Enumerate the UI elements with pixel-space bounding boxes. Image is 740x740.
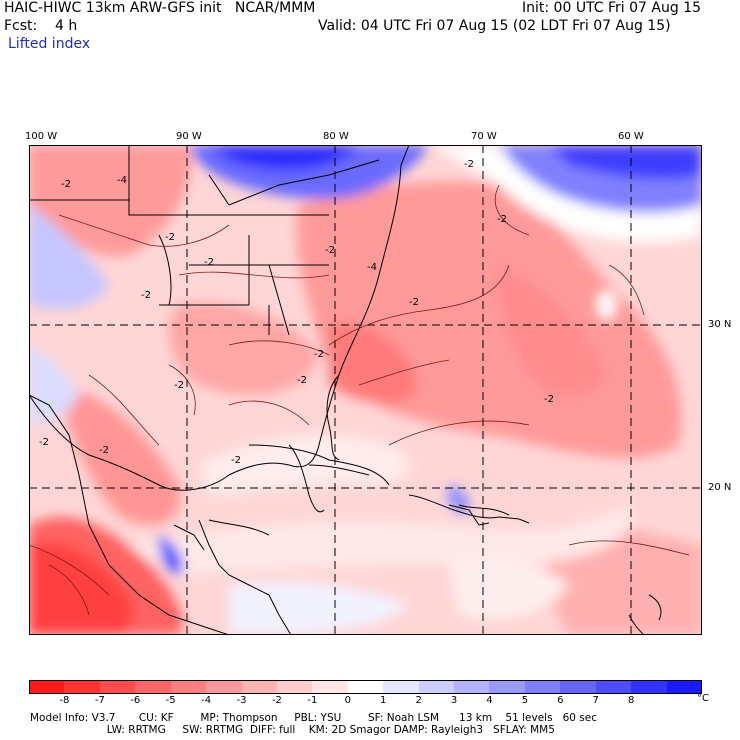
model-info-line1: Model Info: V3.7 CU: KF MP: Thompson PBL…	[30, 712, 597, 724]
colorbar-tick-label: 7	[592, 695, 599, 706]
field-name: Lifted index	[8, 36, 91, 52]
init-time: Init: 00 UTC Fri 07 Aug 15	[522, 0, 702, 16]
colorbar-tick-label: 0	[344, 695, 351, 706]
colorbar-swatch	[595, 680, 632, 694]
colorbar-swatch	[276, 680, 313, 694]
lon-label-100w: 100 W	[25, 131, 58, 142]
colorbar-tick-label: 8	[627, 695, 635, 706]
colorbar-tick-label: -5	[165, 695, 176, 706]
lon-label-70w: 70 W	[471, 131, 497, 142]
colorbar-tick-label: 2	[415, 695, 422, 706]
colorbar-swatch	[241, 680, 278, 694]
colorbar-swatch	[454, 680, 490, 694]
contour-label: -2	[314, 349, 324, 360]
colorbar-tick-label: 5	[521, 695, 529, 706]
colorbar-swatch	[524, 680, 561, 694]
colorbar-tick-label: -3	[236, 695, 247, 706]
contour-label: -4	[117, 175, 127, 186]
colorbar-swatch	[666, 680, 703, 694]
colorbar-tick-label: -2	[271, 695, 282, 706]
colorbar-swatch	[99, 680, 136, 694]
contour-label: -2	[231, 455, 241, 466]
contour-label: -2	[165, 232, 175, 243]
colorbar-tick-label: -7	[94, 695, 105, 706]
colorbar-tick-label: 3	[450, 695, 458, 706]
contour-label: -2	[544, 394, 554, 405]
colorbar-tick-label: -6	[130, 695, 141, 706]
colorbar-swatch	[206, 680, 242, 694]
model-info-line2: LW: RRTMG SW: RRTMG DIFF: full KM: 2D Sm…	[30, 724, 555, 736]
lat-label-20n: 20 N	[708, 482, 732, 493]
colorbar-tick-label: 6	[557, 695, 564, 706]
colorbar-outline	[29, 680, 702, 694]
lat-label-30n: 30 N	[708, 319, 732, 330]
lon-label-90w: 90 W	[176, 131, 202, 142]
contour-label: -2	[39, 437, 49, 448]
contour-label: -2	[297, 375, 307, 386]
colorbar-swatch	[383, 680, 420, 694]
lon-label-80w: 80 W	[323, 131, 349, 142]
colorbar-swatch	[489, 680, 526, 694]
model-title: HAIC-HIWC 13km ARW-GFS init NCAR/MMM	[4, 0, 316, 16]
contour-label: -2	[99, 445, 109, 456]
contour-label: -2	[61, 179, 71, 190]
contour-label: -2	[325, 245, 335, 256]
contour-label: -4	[367, 262, 377, 273]
forecast-hour: Fcst: 4 h	[4, 18, 78, 34]
colorbar-swatch	[312, 680, 349, 694]
lon-label-60w: 60 W	[618, 131, 644, 142]
contour-label: -2	[497, 214, 507, 225]
colorbar-tick-label: 1	[380, 695, 387, 706]
colorbar-swatch	[29, 680, 65, 694]
colorbar-swatch	[418, 680, 455, 694]
colorbar-tick-label: -4	[201, 695, 212, 706]
colorbar-swatch	[170, 680, 207, 694]
contour-label: -2	[141, 290, 151, 301]
colorbar-unit: °C	[697, 693, 709, 704]
colorbar-swatch	[347, 680, 384, 694]
contour-label: -2	[409, 297, 419, 308]
valid-time: Valid: 04 UTC Fri 07 Aug 15 (02 LDT Fri …	[318, 18, 671, 34]
colorbar-tick-label: -8	[59, 695, 70, 706]
contour-label: -2	[204, 257, 214, 268]
colorbar-tick-label: 4	[486, 695, 493, 706]
colorbar-tick-label: -1	[307, 695, 318, 706]
colorbar	[29, 680, 703, 694]
lifted-index-map: -2 -4 -2 -2 -2 -2 -4 -2 -2 -2 -2 -2 -2 -…	[29, 145, 702, 635]
contour-label: -2	[174, 380, 184, 391]
colorbar-swatch	[64, 680, 101, 694]
colorbar-swatch	[135, 680, 172, 694]
colorbar-swatch	[631, 680, 668, 694]
contour-label: -2	[464, 159, 474, 170]
colorbar-swatch	[560, 680, 597, 694]
